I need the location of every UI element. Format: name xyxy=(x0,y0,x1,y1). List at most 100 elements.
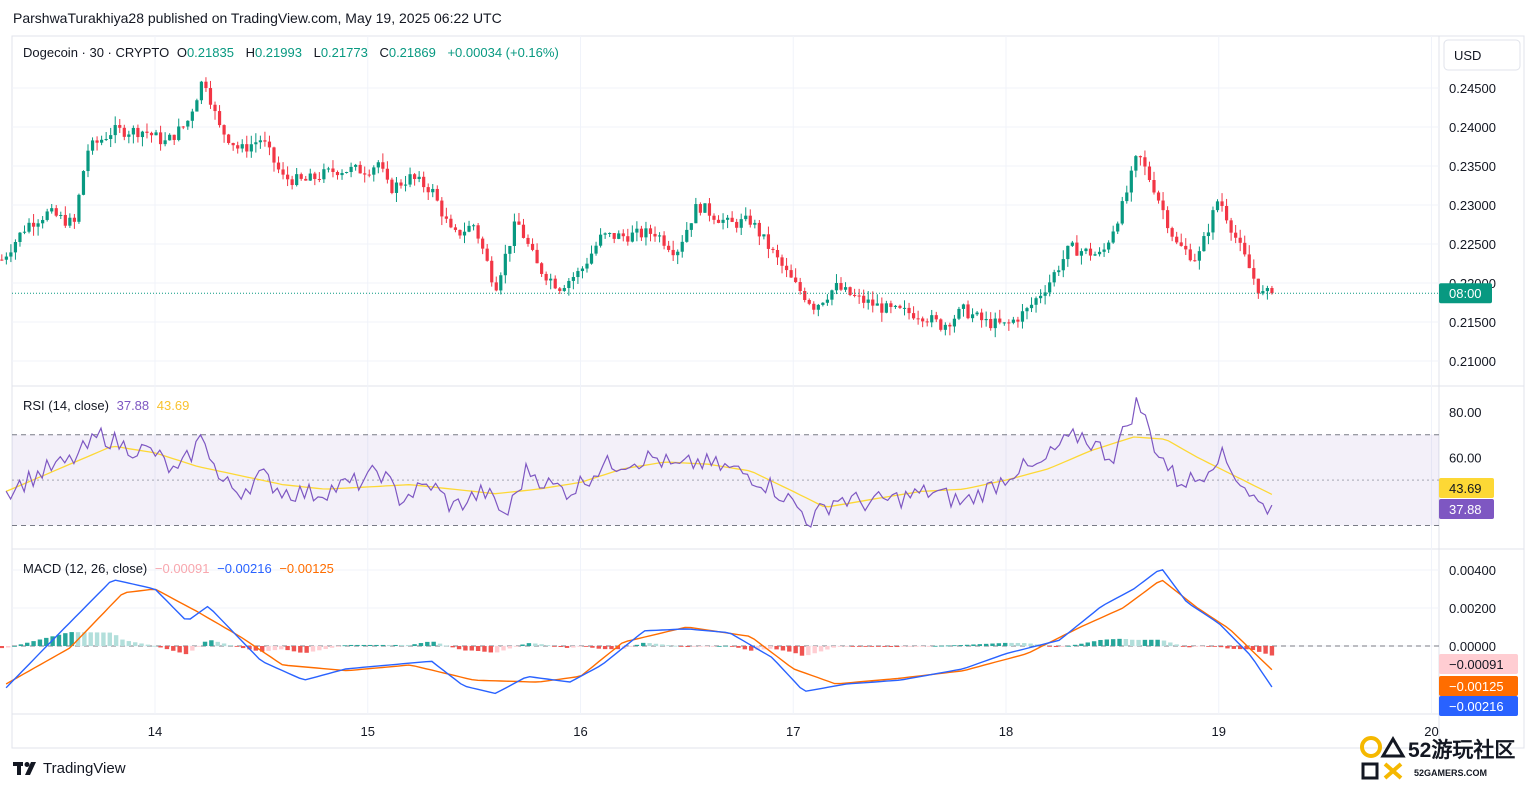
macd-histogram-bar xyxy=(755,646,760,651)
candle xyxy=(81,170,86,196)
macd-histogram-bar xyxy=(990,643,995,646)
candle xyxy=(766,226,771,259)
macd-histogram-bar xyxy=(1066,645,1071,647)
macd-histogram-bar xyxy=(329,646,335,648)
candle xyxy=(422,171,426,193)
macd-histogram-bar xyxy=(907,646,913,647)
price-axis[interactable]: 0.245000.240000.235000.230000.225000.220… xyxy=(1449,81,1496,654)
tradingview-logo[interactable]: TradingView xyxy=(13,760,126,777)
candle xyxy=(585,257,589,273)
macd-histogram-bar xyxy=(526,643,532,646)
candle xyxy=(462,222,467,244)
macd-histogram-bar xyxy=(450,646,455,648)
rsi-title: RSI (14, close) xyxy=(23,398,109,413)
candle xyxy=(617,230,621,240)
candle xyxy=(862,289,866,309)
candle xyxy=(1025,306,1029,320)
candle xyxy=(285,166,290,187)
macd-histogram-bar xyxy=(895,646,900,648)
candle xyxy=(394,177,399,202)
macd-signal-line xyxy=(5,579,1273,685)
candle xyxy=(1061,250,1065,278)
candle xyxy=(1261,285,1265,296)
candle xyxy=(930,309,934,328)
candle xyxy=(771,246,775,254)
candle xyxy=(848,286,852,297)
price-tick-label: 0.21500 xyxy=(1449,315,1496,330)
rsi-tick-label: 60.00 xyxy=(1449,450,1482,465)
x-tick-label: 17 xyxy=(786,724,800,739)
candle xyxy=(18,231,22,247)
candle xyxy=(258,135,262,149)
candle xyxy=(1066,245,1070,267)
candle xyxy=(893,304,898,309)
price-legend[interactable]: Dogecoin · 30 · CRYPTO O0.21835 H0.21993… xyxy=(23,45,563,60)
candle xyxy=(911,306,916,320)
candle xyxy=(358,161,362,174)
candle xyxy=(698,202,702,216)
macd-histogram-bar xyxy=(996,643,1002,646)
macd-histogram-bar xyxy=(202,641,208,646)
candle xyxy=(526,234,530,247)
rsi-legend[interactable]: RSI (14, close) 37.88 43.69 xyxy=(23,398,193,413)
usd-button[interactable]: USD xyxy=(1443,39,1521,71)
candle xyxy=(276,156,281,174)
macd-histogram-bar xyxy=(577,646,582,647)
macd-histogram-bar xyxy=(818,646,824,652)
macd-histogram-bar xyxy=(488,646,494,653)
candle xyxy=(948,322,952,336)
macd-histogram-bar xyxy=(602,646,608,650)
macd-histogram-bar xyxy=(107,632,112,646)
candle xyxy=(50,203,54,214)
macd-histogram-bar xyxy=(475,646,481,651)
macd-histogram-bar xyxy=(1237,646,1243,650)
candle xyxy=(1052,269,1056,287)
candle xyxy=(757,220,761,246)
macd-histogram-bar xyxy=(1206,646,1211,647)
macd-histogram-bar xyxy=(520,644,525,646)
candle xyxy=(68,213,72,228)
macd-histogram-bar xyxy=(837,646,843,647)
candle xyxy=(431,184,435,198)
candle xyxy=(871,291,875,313)
macd-histogram-bar xyxy=(1174,644,1179,646)
candle xyxy=(245,135,249,158)
macd-histogram-bar xyxy=(831,646,836,648)
candle xyxy=(494,276,498,292)
macd-histogram-bar xyxy=(825,646,830,650)
price-tick-label: 0.23500 xyxy=(1449,159,1496,174)
candle xyxy=(580,266,585,279)
candle xyxy=(626,228,630,246)
candle xyxy=(1020,304,1025,329)
macd-histogram-bar xyxy=(1161,640,1167,646)
candle xyxy=(880,297,884,322)
tradingview-icon xyxy=(13,761,36,775)
macd-histogram-bar xyxy=(393,644,398,646)
candle xyxy=(635,221,639,242)
macd-legend[interactable]: MACD (12, 26, close) −0.00091 −0.00216 −… xyxy=(23,561,338,576)
x-tick-label: 18 xyxy=(999,724,1013,739)
macd-histogram-bar xyxy=(1117,638,1122,646)
candle xyxy=(113,116,117,144)
ohlc-open: O0.21835 xyxy=(176,45,234,60)
candle xyxy=(31,214,36,236)
time-axis[interactable]: 14 15 16 17 18 19 20 xyxy=(148,724,1439,739)
candle xyxy=(0,254,4,261)
price-time-badge: 08:00 xyxy=(1439,283,1492,304)
macd-histogram-bar xyxy=(1136,639,1141,646)
candle xyxy=(735,218,739,233)
macd-histogram-bar xyxy=(679,646,684,647)
macd-histogram-bar xyxy=(850,646,855,647)
candle xyxy=(993,312,997,338)
macd-histogram-bar xyxy=(590,646,595,648)
candle xyxy=(354,163,358,171)
price-tick-label: 0.21000 xyxy=(1449,354,1496,369)
candle xyxy=(812,301,816,315)
candle xyxy=(86,144,90,178)
macd-histogram-bar xyxy=(1015,642,1021,646)
macd-histogram-bar xyxy=(647,643,652,646)
macd-histogram-bar xyxy=(812,646,817,654)
candle xyxy=(843,282,848,293)
candle xyxy=(807,298,811,306)
